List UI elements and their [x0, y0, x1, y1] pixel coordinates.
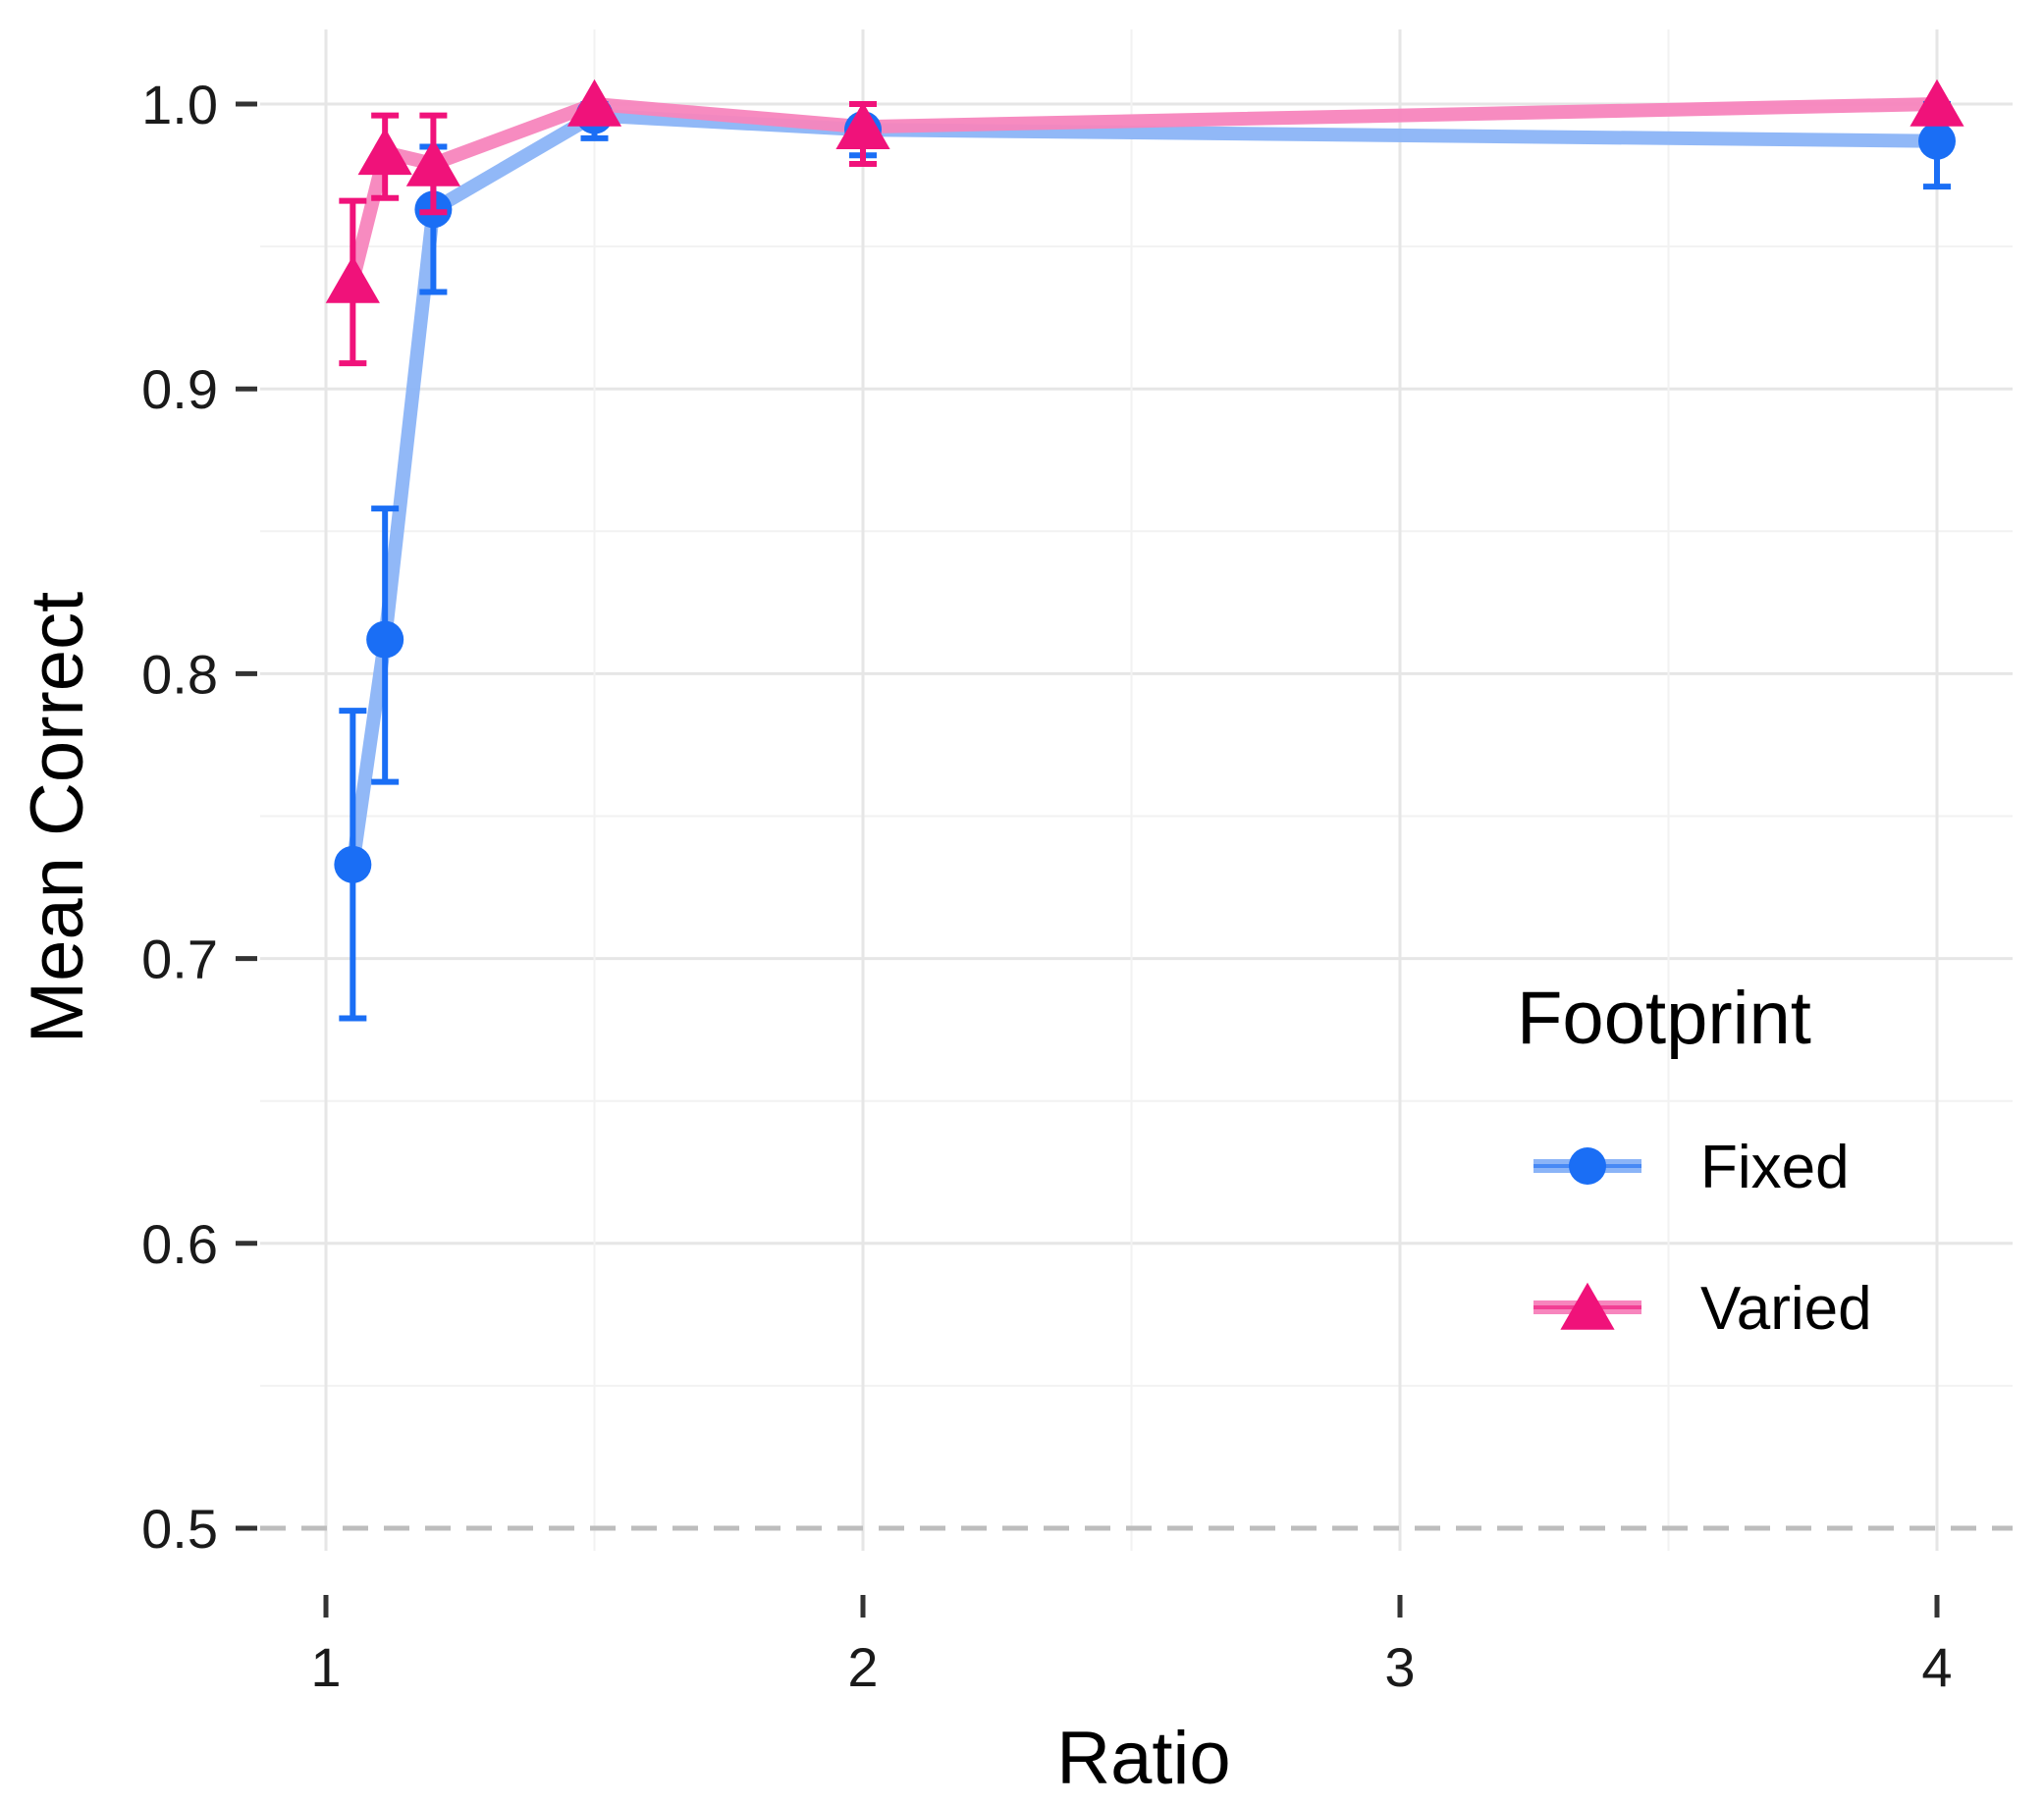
data-point-fixed: [334, 845, 372, 883]
x-axis-title: Ratio: [1056, 1717, 1230, 1800]
series-marks-varied: [325, 79, 1964, 367]
y-tick-label: 0.9: [141, 358, 218, 420]
series-fixed: [346, 108, 1944, 872]
y-tick-label: 0.6: [141, 1213, 218, 1275]
data-point-fixed: [1918, 122, 1956, 160]
y-axis-title: Mean Correct: [16, 592, 99, 1043]
data-point-varied: [566, 79, 622, 127]
y-tick-label: 0.7: [141, 929, 218, 990]
legend: Footprint Fixed Varied: [1517, 977, 1872, 1343]
series-marks-fixed: [334, 96, 1956, 1022]
data-point-varied: [325, 255, 380, 303]
legend-marker-varied: [1560, 1282, 1615, 1330]
x-tick-label: 4: [1921, 1636, 1952, 1698]
data-point-varied: [1910, 79, 1964, 127]
legend-item-fixed: Fixed: [1533, 1134, 1850, 1201]
legend-item-varied: Varied: [1533, 1275, 1872, 1343]
data-point-varied: [405, 138, 460, 186]
x-tick-label: 3: [1384, 1636, 1415, 1698]
data-series: [325, 79, 1964, 1022]
grid-lines: [260, 29, 2013, 1551]
x-tick-label: 1: [310, 1636, 341, 1698]
y-tick-label: 0.8: [141, 643, 218, 705]
legend-label: Varied: [1700, 1275, 1872, 1343]
axes: 0.5 0.6 0.7 0.8 0.9 1.0 1 2 3 4: [141, 74, 1952, 1698]
x-tick-label: 2: [847, 1636, 878, 1698]
data-point-varied: [357, 128, 412, 176]
legend-label: Fixed: [1700, 1134, 1850, 1201]
legend-marker-fixed: [1569, 1147, 1606, 1185]
data-point-varied: [835, 102, 890, 150]
legend-title: Footprint: [1517, 977, 1811, 1060]
series-line-fixed: [346, 108, 1944, 872]
data-point-fixed: [366, 620, 404, 659]
y-tick-label: 0.5: [141, 1498, 218, 1560]
y-tick-label: 1.0: [141, 74, 218, 135]
